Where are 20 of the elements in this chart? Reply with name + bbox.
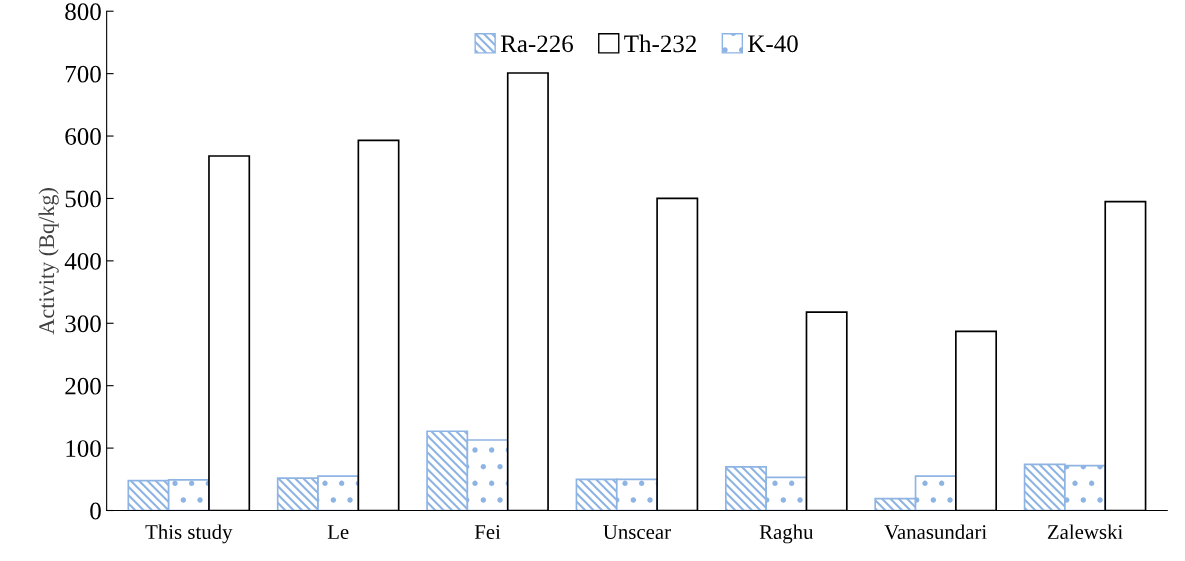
y-tick-label: 500 (65, 190, 101, 208)
y-tick-label: 100 (66, 440, 101, 458)
legend-label: Th-232 (624, 34, 696, 53)
x-tick-label: Zalewski (1047, 524, 1123, 540)
legend-label: K-40 (748, 35, 798, 53)
x-tick-label: Raghu (759, 524, 814, 544)
y-tick-label: 400 (64, 252, 101, 270)
x-tick-label: Vanasundari (884, 524, 987, 540)
y-tick-label: 600 (65, 128, 101, 145)
x-tick-label: Fei (474, 525, 501, 540)
legend-label: Ra-226 (500, 35, 573, 53)
y-tick-label: 300 (65, 315, 101, 333)
y-tick-label: 200 (65, 377, 101, 395)
y-axis-title: Activity (Bq/kg) (38, 188, 59, 335)
y-tick-label: 800 (65, 3, 101, 21)
x-tick-label: Le (327, 525, 349, 540)
y-tick-label: 700 (65, 65, 101, 83)
x-tick-label: This study (145, 524, 233, 544)
y-tick-label: 0 (90, 502, 101, 520)
x-tick-label: Unscear (603, 525, 671, 540)
